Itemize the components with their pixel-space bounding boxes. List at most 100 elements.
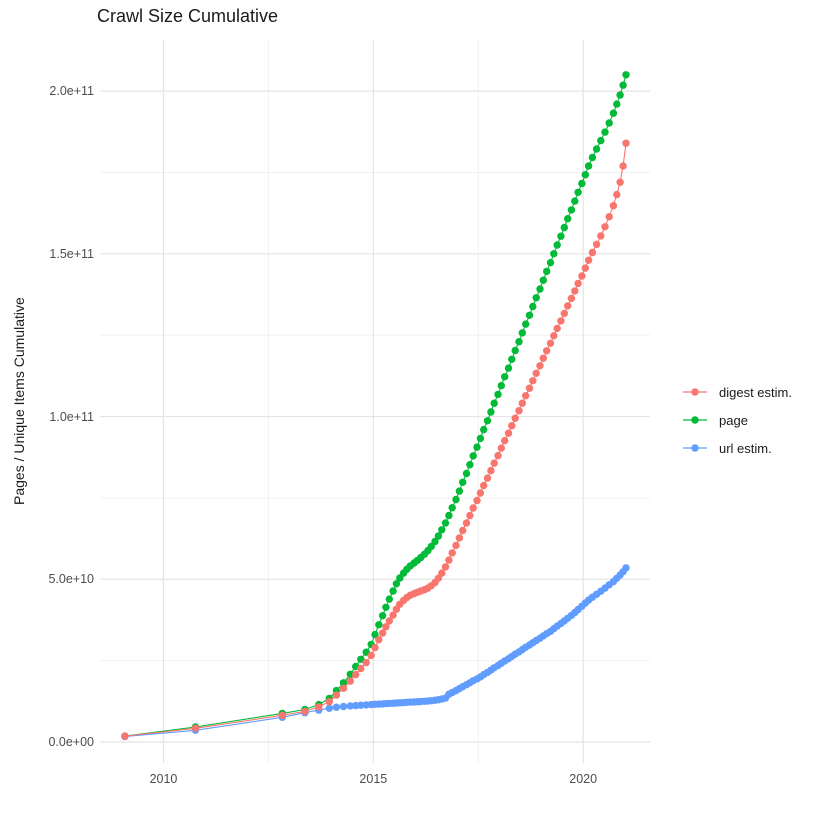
data-point-digest-estim: [191, 724, 200, 732]
data-point-page: [357, 655, 365, 663]
data-point-digest-estim: [438, 569, 446, 577]
data-point-page: [476, 434, 485, 443]
data-point-url-estim: [346, 702, 354, 710]
data-point-digest-estim: [301, 707, 309, 716]
data-point-page: [567, 206, 576, 214]
data-point-digest-estim: [613, 190, 621, 199]
data-point-digest-estim: [121, 732, 129, 740]
data-point-page: [378, 612, 387, 620]
data-point-page: [392, 580, 401, 588]
data-point-digest-estim: [278, 711, 286, 719]
data-point-page: [525, 311, 534, 319]
data-point-digest-estim: [546, 339, 555, 347]
data-point-page: [616, 91, 624, 99]
data-point-page: [371, 630, 379, 639]
data-point-digest-estim: [529, 377, 537, 385]
data-point-digest-estim: [597, 232, 605, 240]
legend: digest estim. page url estim.: [681, 378, 792, 462]
data-point-page: [536, 285, 544, 293]
legend-item: page: [681, 406, 792, 434]
data-point-page: [515, 338, 523, 346]
data-point-page: [494, 390, 502, 399]
data-point-digest-estim: [578, 272, 586, 280]
data-point-page: [473, 443, 481, 451]
legend-label: digest estim.: [719, 384, 792, 400]
data-point-digest-estim: [362, 658, 370, 667]
data-point-digest-estim: [367, 651, 375, 660]
data-point-page: [441, 519, 450, 527]
data-point-page: [339, 679, 348, 687]
data-point-digest-estim: [584, 256, 593, 264]
data-point-url-estim: [339, 702, 348, 711]
data-point-digest-estim: [588, 248, 597, 257]
data-point-digest-estim: [525, 384, 534, 392]
data-point-digest-estim: [592, 240, 601, 249]
data-point-digest-estim: [504, 429, 513, 437]
data-point-page: [445, 511, 453, 520]
data-point-digest-estim: [571, 287, 579, 295]
chart-title: Crawl Size Cumulative: [97, 6, 279, 26]
data-point-page: [504, 364, 513, 372]
data-point-page: [571, 197, 579, 205]
data-point-digest-estim: [448, 549, 456, 557]
data-point-digest-estim: [357, 664, 365, 673]
data-point-page: [438, 526, 446, 534]
data-point-digest-estim: [616, 178, 624, 186]
data-point-digest-estim: [619, 162, 627, 170]
data-point-digest-estim: [375, 636, 383, 644]
data-point-digest-estim: [466, 511, 474, 520]
legend-key-dot: [691, 416, 699, 424]
data-point-digest-estim: [522, 392, 530, 400]
data-point-digest-estim: [487, 466, 495, 475]
data-point-url-estim: [325, 704, 333, 712]
data-point-digest-estim: [508, 422, 516, 430]
data-point-page: [522, 320, 530, 328]
data-point-page: [622, 71, 630, 79]
data-point-digest-estim: [564, 302, 572, 310]
data-point-page: [452, 495, 460, 504]
legend-item: digest estim.: [681, 378, 792, 406]
legend-key-icon: [683, 388, 707, 396]
data-point-page: [375, 621, 383, 629]
legend-key-icon: [683, 416, 707, 424]
data-point-url-estim: [357, 701, 365, 709]
data-point-page: [501, 373, 509, 381]
data-point-digest-estim: [532, 369, 540, 377]
data-point-digest-estim: [462, 519, 471, 527]
data-point-digest-estim: [385, 617, 393, 625]
data-point-digest-estim: [494, 451, 502, 460]
data-point-page: [574, 188, 582, 196]
data-point-digest-estim: [441, 563, 450, 571]
data-point-page: [529, 302, 537, 311]
data-point-page: [480, 425, 488, 434]
data-point-page: [389, 587, 397, 595]
data-point-digest-estim: [476, 489, 485, 497]
data-point-page: [601, 128, 609, 136]
data-point-digest-estim: [560, 309, 568, 318]
data-point-digest-estim: [567, 294, 576, 303]
data-point-page: [448, 504, 456, 512]
data-point-page: [462, 469, 471, 478]
data-point-page: [550, 250, 558, 258]
data-point-page: [455, 487, 464, 495]
data-point-page: [434, 532, 443, 540]
data-point-digest-estim: [557, 317, 565, 325]
data-point-page: [508, 355, 516, 363]
data-point-digest-estim: [459, 526, 467, 535]
data-point-digest-estim: [325, 698, 333, 706]
data-point-digest-estim: [609, 202, 618, 210]
data-point-page: [557, 232, 565, 240]
data-point-page: [518, 329, 526, 337]
data-point-url-estim: [332, 703, 341, 711]
data-point-digest-estim: [518, 399, 526, 407]
data-point-page: [609, 109, 618, 117]
data-point-page: [578, 179, 586, 188]
legend-key-icon: [683, 444, 707, 452]
data-point-digest-estim: [497, 444, 505, 452]
data-point-digest-estim: [469, 504, 477, 512]
legend-key-dot: [691, 444, 699, 452]
data-point-page: [619, 81, 627, 89]
data-point-digest-estim: [511, 414, 519, 422]
